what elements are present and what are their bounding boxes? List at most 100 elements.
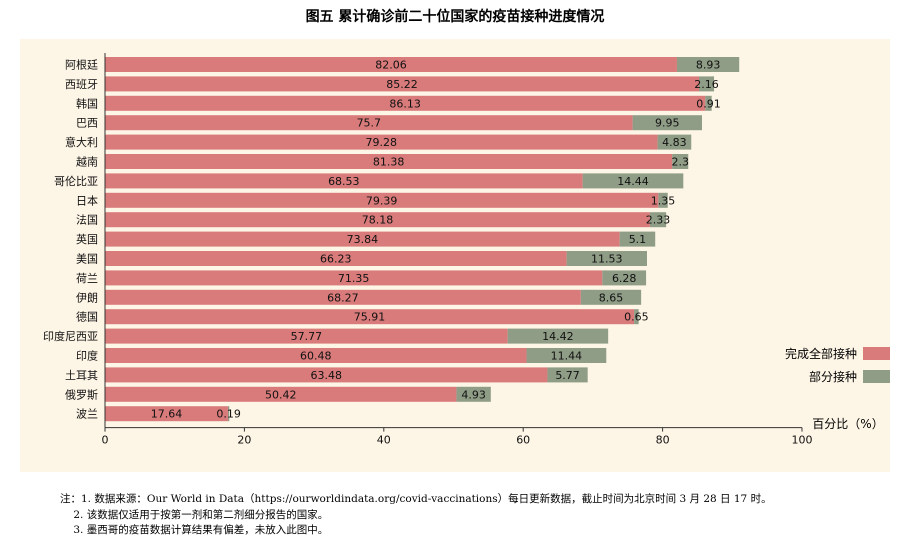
x-axis: 0 20 40 60 80 100 (102, 53, 813, 447)
bar-complete (105, 173, 583, 189)
bar-partial (456, 386, 491, 402)
bars-group: 82.06 8.93 85.22 2.16 86.13 0.91 75.7 9.95 79.28… (105, 57, 740, 422)
data-label: 79.28 (366, 136, 398, 149)
category-label: 印度尼西亚 (43, 329, 98, 343)
footnote: 2. 该数据仅适用于按第一剂和第二剂细分报告的国家。 (60, 508, 329, 521)
bar-complete (105, 76, 699, 92)
bar-partial (580, 289, 642, 305)
x-axis-label: 百分比（%） (812, 417, 883, 431)
category-label: 波兰 (76, 408, 98, 421)
chart-title: 图五 累计确诊前二十位国家的疫苗接种进度情况 (305, 9, 605, 25)
bar-complete (105, 309, 635, 325)
legend-label: 部分接种 (809, 370, 858, 384)
data-label: 9.95 (655, 117, 680, 130)
bar-partial (658, 192, 668, 208)
footnote: 3. 墨西哥的疫苗数据计算结果有偏差，未放入此图中。 (60, 524, 329, 536)
data-label: 0.91 (696, 97, 721, 110)
bar-partial (649, 212, 667, 228)
data-label: 60.48 (300, 350, 332, 363)
bar-complete (105, 57, 677, 72)
data-label: 71.35 (338, 272, 370, 285)
bar-partial (657, 134, 692, 150)
category-label: 巴西 (76, 117, 98, 130)
x-tick-label: 40 (377, 434, 391, 447)
legend-swatch (863, 347, 891, 360)
bar-complete (105, 115, 633, 131)
category-label: 意大利 (65, 135, 98, 149)
x-tick-label: 100 (792, 434, 813, 447)
category-label: 印度 (76, 349, 98, 363)
bar-partial (698, 76, 715, 92)
data-label: 4.93 (461, 388, 486, 401)
bar-complete (105, 192, 659, 208)
data-label: 66.23 (320, 253, 352, 266)
data-label: 78.18 (362, 214, 394, 227)
data-label: 57.77 (291, 330, 323, 343)
data-label: 14.42 (542, 330, 574, 343)
bar-partial (672, 154, 689, 169)
bar-complete (105, 251, 567, 266)
data-label: 5.77 (555, 369, 580, 382)
category-label: 荷兰 (76, 272, 98, 285)
data-label: 8.93 (696, 59, 721, 72)
bar-complete (105, 328, 508, 344)
x-tick-label: 20 (237, 434, 251, 447)
category-label: 日本 (76, 193, 98, 207)
bar-complete (105, 134, 658, 150)
data-label: 2.33 (646, 214, 671, 227)
bar-partial (602, 270, 647, 286)
x-tick-label: 0 (102, 434, 109, 447)
category-label: 西班牙 (65, 78, 98, 91)
data-label: 75.7 (357, 117, 382, 130)
category-label: 越南 (76, 155, 98, 169)
data-label: 2.3 (671, 156, 689, 169)
bar-partial (582, 173, 684, 189)
bar-partial (507, 328, 609, 344)
data-label: 73.84 (347, 233, 379, 246)
category-label: 阿根廷 (65, 58, 98, 72)
legend-item-complete: 完成全部接种 (785, 345, 891, 362)
bar-partial (634, 309, 639, 325)
data-label: 0.19 (216, 408, 241, 421)
x-tick-label: 80 (656, 434, 670, 447)
bar-complete (105, 386, 457, 402)
bar-complete (105, 367, 548, 383)
category-label: 哥伦比亚 (54, 174, 98, 188)
bar-partial (676, 57, 740, 72)
category-label: 美国 (76, 253, 98, 266)
data-label: 63.48 (310, 369, 342, 382)
footnote: 注：1. 数据来源：Our World in Data（https://ourw… (60, 493, 772, 505)
data-label: 68.27 (327, 291, 359, 304)
data-label: 4.83 (662, 136, 687, 149)
x-tick-label: 60 (516, 434, 530, 447)
data-label: 5.1 (629, 233, 647, 246)
bar-partial (632, 115, 702, 131)
data-label: 1.35 (651, 194, 676, 207)
bar-complete (105, 348, 527, 363)
data-label: 11.53 (591, 253, 623, 266)
data-label: 11.44 (551, 350, 583, 363)
category-labels: 阿根廷西班牙韩国巴西意大利越南哥伦比亚日本法国英国美国荷兰伊朗德国印度尼西亚印度… (43, 58, 98, 421)
data-label: 75.91 (354, 311, 386, 324)
bar-partial (705, 95, 712, 111)
bar-complete (105, 289, 581, 305)
data-label: 50.42 (265, 388, 297, 401)
category-label: 土耳其 (65, 369, 98, 382)
legend-label: 完成全部接种 (785, 347, 858, 361)
category-label: 韩国 (76, 96, 98, 110)
footnotes: 注：1. 数据来源：Our World in Data（https://ourw… (60, 492, 772, 539)
bar-complete (105, 95, 706, 111)
bar-partial (227, 406, 230, 422)
legend-item-partial: 部分接种 (809, 368, 891, 385)
legend-swatch (863, 370, 891, 383)
data-label: 81.38 (373, 156, 405, 169)
bar-complete (105, 270, 603, 286)
bar-partial (619, 231, 656, 247)
data-label: 14.44 (617, 175, 649, 188)
data-label: 17.64 (151, 408, 183, 421)
data-label: 6.28 (612, 272, 637, 285)
category-label: 法国 (76, 213, 98, 227)
data-label: 2.16 (694, 78, 719, 91)
bar-complete (105, 406, 228, 422)
